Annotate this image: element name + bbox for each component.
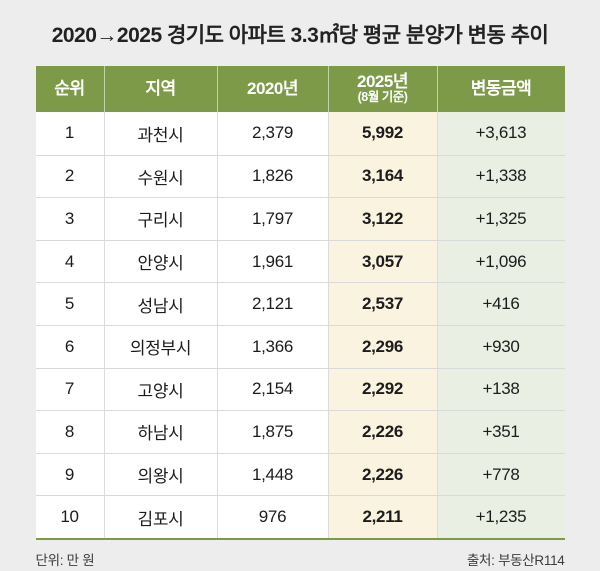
table-row: 3 구리시 1,797 3,122 +1,325 [35, 197, 565, 240]
region-cell: 김포시 [103, 495, 217, 538]
header-2025-sub: (8월 기준) [357, 90, 408, 105]
price-2020-cell: 1,826 [216, 154, 328, 198]
header-2025: 2025년 (8월 기준) [327, 66, 437, 112]
region-cell: 수원시 [103, 154, 217, 198]
rank-cell: 7 [35, 367, 104, 411]
header-rank: 순위 [54, 78, 85, 98]
price-2020-cell: 2,154 [216, 367, 328, 411]
change-cell: +930 [436, 324, 565, 368]
rank-cell: 3 [35, 197, 104, 240]
region-cell: 의왕시 [103, 452, 217, 496]
region-cell: 하남시 [103, 410, 217, 453]
table-row: 9 의왕시 1,448 2,226 +778 [35, 452, 565, 496]
table-row: 4 안양시 1,961 3,057 +1,096 [35, 239, 565, 283]
region-cell: 의정부시 [103, 324, 217, 368]
price-2020-cell: 1,961 [216, 239, 328, 283]
rank-cell: 2 [35, 154, 104, 198]
price-2025-cell: 2,226 [327, 452, 437, 496]
table-row: 6 의정부시 1,366 2,296 +930 [35, 324, 565, 368]
header-2025-main: 2025년 [357, 71, 408, 91]
price-2020-cell: 2,121 [216, 282, 328, 325]
table-row: 1 과천시 2,379 5,992 +3,613 [35, 112, 565, 155]
price-2025-cell: 3,122 [327, 197, 437, 240]
change-cell: +1,338 [436, 154, 565, 198]
change-cell: +351 [436, 410, 565, 453]
change-cell: +1,325 [436, 197, 565, 240]
page-title: 2020→2025 경기도 아파트 3.3㎡당 평균 분양가 변동 추이 [51, 24, 549, 47]
price-2025-cell: 2,537 [327, 282, 437, 325]
price-2020-cell: 1,797 [216, 197, 328, 240]
region-cell: 고양시 [103, 367, 217, 411]
rank-cell: 5 [35, 282, 104, 325]
region-cell: 안양시 [103, 239, 217, 283]
price-2020-cell: 976 [216, 495, 328, 538]
price-2020-cell: 1,875 [216, 410, 328, 453]
header-2020: 2020년 [216, 66, 328, 112]
source-note: 출처: 부동산R114 [466, 552, 565, 568]
price-2020-cell: 2,379 [216, 112, 328, 155]
region-cell: 과천시 [103, 112, 217, 155]
change-cell: +778 [436, 452, 565, 496]
header-region: 지역 [103, 66, 217, 112]
table-row: 2 수원시 1,826 3,164 +1,338 [35, 154, 565, 198]
price-2025-cell: 3,164 [327, 154, 437, 198]
price-table: 순위 지역 2020년 2025년 (8월 기준) 변동금액 1 과천시 2,3… [35, 66, 565, 540]
price-2025-cell: 2,292 [327, 367, 437, 411]
table-row: 8 하남시 1,875 2,226 +351 [35, 410, 565, 453]
price-2025-cell: 2,296 [327, 324, 437, 368]
change-cell: +416 [436, 282, 565, 325]
rank-cell: 4 [35, 239, 104, 283]
header-change: 변동금액 [436, 66, 565, 112]
table-header: 순위 지역 2020년 2025년 (8월 기준) 변동금액 [35, 66, 565, 112]
rank-cell: 1 [64, 123, 75, 143]
price-2025-cell: 2,226 [327, 410, 437, 453]
rank-cell: 10 [35, 495, 104, 538]
price-2025-cell: 3,057 [327, 239, 437, 283]
table-row: 7 고양시 2,154 2,292 +138 [35, 367, 565, 411]
change-cell: +3,613 [436, 112, 565, 155]
change-cell: +1,235 [436, 495, 565, 538]
table-footer: 단위: 만 원 출처: 부동산R114 [36, 549, 565, 569]
change-cell: +1,096 [436, 239, 565, 283]
rank-cell: 8 [35, 410, 104, 453]
rank-cell: 6 [35, 324, 104, 368]
unit-note: 단위: 만 원 [35, 552, 95, 568]
price-2025-cell: 2,211 [327, 495, 437, 538]
region-cell: 성남시 [103, 282, 217, 325]
price-2020-cell: 1,448 [216, 452, 328, 496]
price-2020-cell: 1,366 [216, 324, 328, 368]
price-2025-cell: 5,992 [327, 112, 437, 155]
table-row: 5 성남시 2,121 2,537 +416 [35, 282, 565, 325]
rank-cell: 9 [35, 452, 104, 496]
change-cell: +138 [436, 367, 565, 411]
region-cell: 구리시 [103, 197, 217, 240]
table-row: 10 김포시 976 2,211 +1,235 [35, 495, 565, 538]
